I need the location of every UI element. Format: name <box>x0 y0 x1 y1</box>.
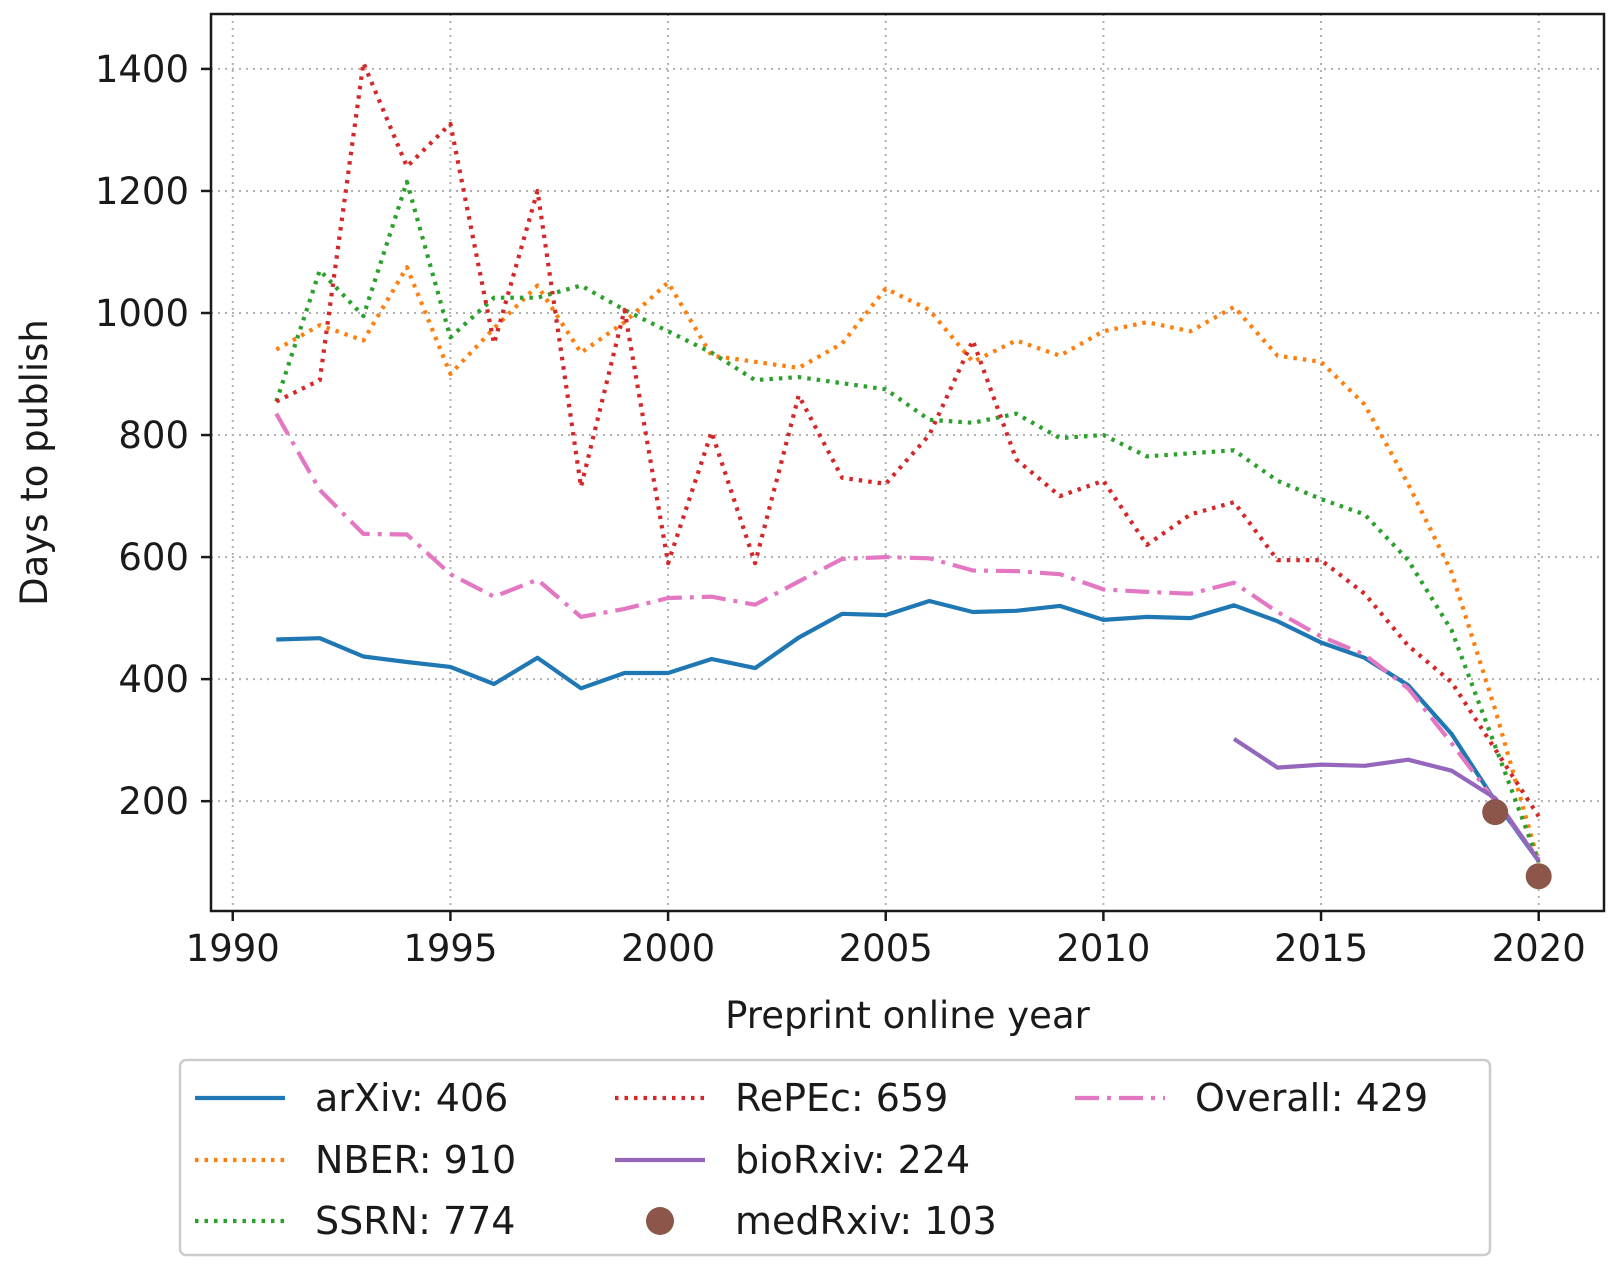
legend-label: RePEc: 659 <box>735 1076 948 1120</box>
series-line <box>275 265 1541 863</box>
series-medrxiv <box>1482 799 1552 890</box>
data-point <box>1525 863 1552 890</box>
y-tick-label: 600 <box>118 536 189 579</box>
legend: arXiv: 406 NBER: 910 SSRN: 774 RePEc: 659 bi… <box>178 1058 1492 1257</box>
y-axis-label: Days to publish <box>13 319 56 606</box>
grid <box>211 14 1604 911</box>
legend-label: bioRxiv: 224 <box>735 1138 970 1182</box>
data-point <box>1482 799 1509 826</box>
series-line <box>276 598 1541 863</box>
series-line <box>1232 737 1541 863</box>
x-tick-label: 2020 <box>1492 927 1586 970</box>
y-tick-label: 1400 <box>95 48 189 91</box>
x-tick-label: 1995 <box>403 927 497 970</box>
legend-item: bioRxiv: 224 <box>615 1138 970 1182</box>
x-axis-label: Preprint online year <box>725 994 1090 1037</box>
x-tick-label: 2005 <box>839 927 933 970</box>
legend-item: SSRN: 774 <box>195 1199 515 1243</box>
series-overall <box>274 412 1541 861</box>
series-line <box>274 179 1541 863</box>
ticks: 1990 1995 2000 2005 2010 2015 2020 200 400 600 800… <box>95 48 1586 970</box>
y-tick-label: 1000 <box>95 292 189 335</box>
y-tick-label: 200 <box>118 780 189 823</box>
series-ssrn <box>274 179 1541 863</box>
x-tick-label: 1990 <box>186 927 280 970</box>
series-nber <box>275 265 1541 863</box>
legend-label: medRxiv: 103 <box>735 1199 997 1243</box>
legend-label: arXiv: 406 <box>315 1076 508 1120</box>
legend-item: NBER: 910 <box>195 1138 516 1182</box>
legend-label: SSRN: 774 <box>315 1199 515 1243</box>
legend-item: arXiv: 406 <box>195 1076 508 1120</box>
y-tick-label: 1200 <box>95 170 189 213</box>
series-biorxiv <box>1232 737 1541 863</box>
plot-frame <box>209 12 1606 913</box>
legend-box <box>178 1058 1492 1257</box>
series-line <box>275 60 1541 818</box>
y-tick-label: 400 <box>118 658 189 701</box>
legend-item: medRxiv: 103 <box>646 1199 997 1243</box>
series-line <box>274 412 1541 861</box>
legend-label: NBER: 910 <box>315 1138 516 1182</box>
series-arxiv <box>276 598 1541 863</box>
legend-item: RePEc: 659 <box>615 1076 948 1120</box>
x-tick-label: 2015 <box>1274 927 1368 970</box>
legend-label: Overall: 429 <box>1195 1076 1428 1120</box>
y-tick-label: 800 <box>118 414 189 457</box>
series-repec <box>275 60 1541 818</box>
series-layer <box>274 60 1552 890</box>
legend-item: Overall: 429 <box>1075 1076 1428 1120</box>
x-tick-label: 2000 <box>621 927 715 970</box>
x-tick-label: 2010 <box>1056 927 1150 970</box>
legend-marker <box>646 1207 674 1235</box>
